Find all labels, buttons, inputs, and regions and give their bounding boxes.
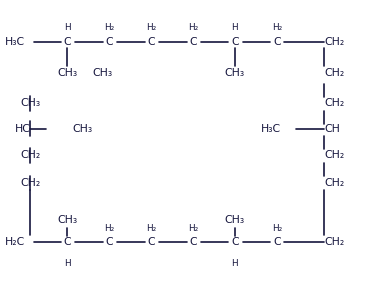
Text: HC: HC bbox=[15, 124, 30, 134]
Text: CH₂: CH₂ bbox=[324, 150, 345, 160]
Text: CH₂: CH₂ bbox=[20, 150, 41, 160]
Text: C: C bbox=[231, 237, 239, 247]
Text: CH₃: CH₃ bbox=[57, 215, 77, 225]
Text: C: C bbox=[273, 237, 281, 247]
Text: C: C bbox=[189, 37, 197, 47]
Text: C: C bbox=[273, 37, 281, 47]
Text: C: C bbox=[105, 37, 113, 47]
Text: CH: CH bbox=[324, 124, 340, 134]
Text: H: H bbox=[232, 23, 238, 32]
Text: CH₃: CH₃ bbox=[72, 124, 92, 134]
Text: H: H bbox=[232, 259, 238, 268]
Text: H: H bbox=[64, 23, 71, 32]
Text: H₃C: H₃C bbox=[261, 124, 281, 134]
Text: H₂: H₂ bbox=[146, 23, 156, 32]
Text: CH₂: CH₂ bbox=[20, 178, 41, 188]
Text: H₂: H₂ bbox=[146, 224, 156, 233]
Text: H₂C: H₂C bbox=[5, 237, 25, 247]
Text: H₂: H₂ bbox=[272, 23, 282, 32]
Text: H₂: H₂ bbox=[104, 23, 114, 32]
Text: H₂: H₂ bbox=[104, 224, 114, 233]
Text: C: C bbox=[189, 237, 197, 247]
Text: C: C bbox=[147, 37, 155, 47]
Text: C: C bbox=[64, 37, 71, 47]
Text: CH₂: CH₂ bbox=[324, 237, 345, 247]
Text: CH₃: CH₃ bbox=[225, 68, 245, 78]
Text: H₂: H₂ bbox=[188, 224, 198, 233]
Text: CH₂: CH₂ bbox=[324, 68, 345, 78]
Text: C: C bbox=[64, 237, 71, 247]
Text: C: C bbox=[105, 237, 113, 247]
Text: CH₂: CH₂ bbox=[324, 98, 345, 108]
Text: CH₃: CH₃ bbox=[57, 68, 77, 78]
Text: H₃C: H₃C bbox=[5, 37, 25, 47]
Text: CH₃: CH₃ bbox=[93, 68, 113, 78]
Text: H₂: H₂ bbox=[272, 224, 282, 233]
Text: C: C bbox=[231, 37, 239, 47]
Text: CH₃: CH₃ bbox=[20, 98, 41, 108]
Text: C: C bbox=[147, 237, 155, 247]
Text: CH₂: CH₂ bbox=[324, 178, 345, 188]
Text: CH₃: CH₃ bbox=[225, 215, 245, 225]
Text: CH₂: CH₂ bbox=[324, 37, 345, 47]
Text: H₂: H₂ bbox=[188, 23, 198, 32]
Text: H: H bbox=[64, 259, 71, 268]
